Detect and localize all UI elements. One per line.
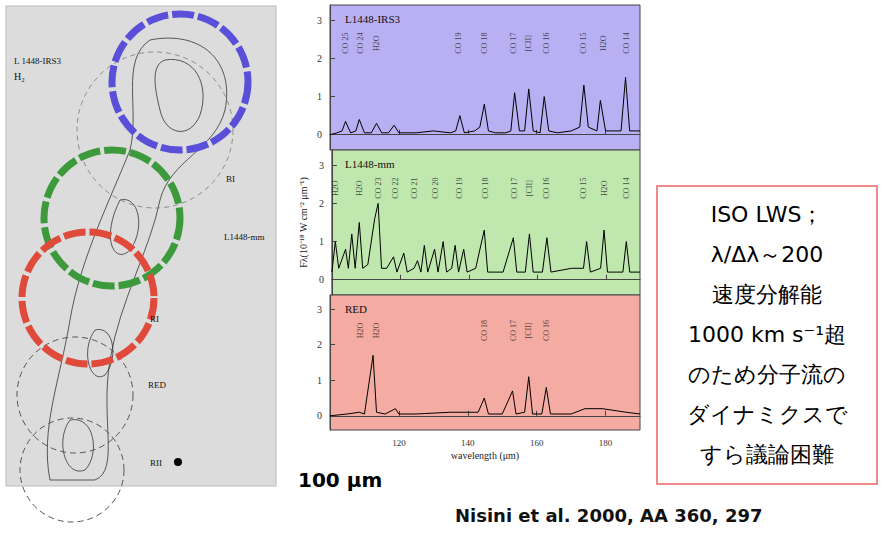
svg-text:H₂: H₂ <box>14 71 25 82</box>
svg-text:[CII]: [CII] <box>524 35 533 51</box>
svg-text:L1448-IRS3: L1448-IRS3 <box>345 13 401 25</box>
svg-text:H2O: H2O <box>372 35 381 51</box>
svg-text:0: 0 <box>319 274 324 285</box>
svg-text:CO 14: CO 14 <box>622 178 631 199</box>
html-text:ダイナミクスで: ダイナミクスで <box>686 402 848 427</box>
svg-text:CO 17: CO 17 <box>509 33 518 54</box>
svg-text:CO 23: CO 23 <box>374 178 383 199</box>
svg-text:CO 21: CO 21 <box>410 178 419 199</box>
svg-text:120: 120 <box>392 438 406 448</box>
svg-text:wavelength (μm): wavelength (μm) <box>451 450 519 462</box>
svg-text:RI: RI <box>150 314 159 324</box>
svg-text:L1448-mm: L1448-mm <box>224 232 265 242</box>
svg-text:RII: RII <box>150 458 162 468</box>
svg-text:H2O: H2O <box>600 180 609 196</box>
svg-text:CO 17: CO 17 <box>509 320 518 341</box>
svg-text:CO 17: CO 17 <box>510 178 519 199</box>
svg-text:CO 19: CO 19 <box>455 178 464 199</box>
svg-text:1: 1 <box>317 375 322 386</box>
svg-text:L1448-mm: L1448-mm <box>345 158 395 170</box>
svg-text:H2O: H2O <box>331 180 340 196</box>
svg-text:H2O: H2O <box>356 323 365 339</box>
svg-text:2: 2 <box>319 198 324 209</box>
svg-text:CO 20: CO 20 <box>431 178 440 199</box>
svg-text:RED: RED <box>148 380 167 390</box>
html-text:すら議論困難: すら議論困難 <box>700 442 834 467</box>
svg-text:CO 24: CO 24 <box>356 33 365 54</box>
svg-text:H2O: H2O <box>372 323 381 339</box>
svg-text:BI: BI <box>226 174 235 184</box>
svg-text:160: 160 <box>530 438 544 448</box>
svg-text:140: 140 <box>461 438 475 448</box>
svg-text:CO 16: CO 16 <box>542 33 551 54</box>
svg-text:2: 2 <box>317 53 322 64</box>
svg-text:0: 0 <box>317 129 322 140</box>
svg-text:CO 18: CO 18 <box>480 33 489 54</box>
svg-text:CO 16: CO 16 <box>542 320 551 341</box>
html-text:ISO LWS；: ISO LWS； <box>710 202 824 227</box>
svg-text:CO 18: CO 18 <box>480 320 489 341</box>
svg-text:2: 2 <box>317 339 322 350</box>
svg-text:3: 3 <box>319 160 324 171</box>
svg-text:L 1448-IRS3: L 1448-IRS3 <box>14 56 61 66</box>
svg-text:1: 1 <box>319 236 324 247</box>
svg-text:CO 25: CO 25 <box>341 33 350 54</box>
svg-text:[CII]: [CII] <box>524 322 533 338</box>
svg-text:1: 1 <box>317 91 322 102</box>
html-text:速度分解能: 速度分解能 <box>712 282 822 307</box>
svg-text:CO 18: CO 18 <box>481 178 490 199</box>
html-text:100 μm: 100 μm <box>298 468 383 492</box>
html-text:λ/Δλ～200: λ/Δλ～200 <box>710 242 824 267</box>
svg-text:3: 3 <box>317 304 322 315</box>
svg-text:3: 3 <box>317 15 322 26</box>
svg-text:0: 0 <box>317 410 322 421</box>
svg-text:RED: RED <box>345 303 367 315</box>
svg-text:Fλ(10⁻¹⁸ W cm⁻² μm⁻¹): Fλ(10⁻¹⁸ W cm⁻² μm⁻¹) <box>298 177 310 268</box>
svg-text:CO 15: CO 15 <box>579 33 588 54</box>
svg-text:CO 14: CO 14 <box>622 33 631 54</box>
svg-text:CO 15: CO 15 <box>579 178 588 199</box>
svg-text:[CII]: [CII] <box>525 180 534 196</box>
svg-text:CO 16: CO 16 <box>542 178 551 199</box>
svg-text:CO 19: CO 19 <box>454 33 463 54</box>
svg-text:H2O: H2O <box>355 180 364 196</box>
html-text:1000 km s⁻¹超: 1000 km s⁻¹超 <box>688 322 846 347</box>
svg-text:180: 180 <box>599 438 613 448</box>
html-text:Nisini et al. 2000, AA 360, 29: Nisini et al. 2000, AA 360, 297 <box>455 505 763 526</box>
svg-text:H2O: H2O <box>599 35 608 51</box>
html-text:のため分子流の: のため分子流の <box>688 362 846 387</box>
svg-text:CO 22: CO 22 <box>391 178 400 199</box>
